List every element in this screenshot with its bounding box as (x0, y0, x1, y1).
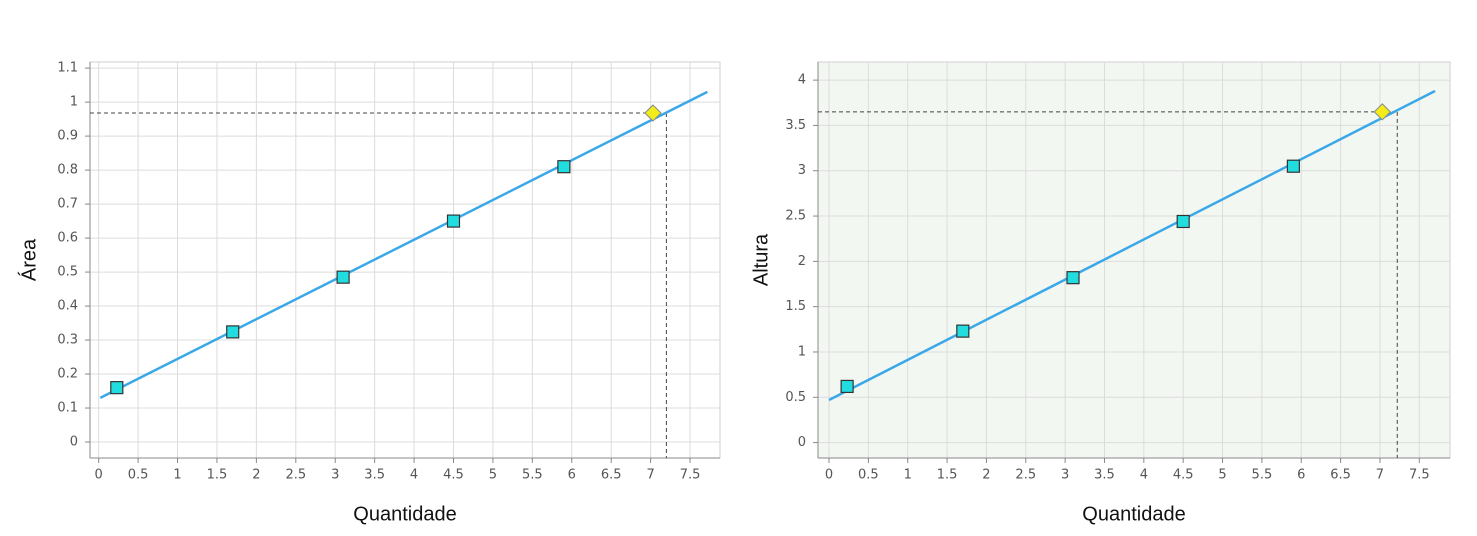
x-axis-label: Quantidade (353, 503, 456, 525)
x-tick-label: 4.5 (1173, 468, 1194, 483)
y-tick-label: 3 (798, 163, 806, 178)
point (557, 160, 571, 174)
point (446, 214, 461, 228)
x-tick-label: 0.5 (858, 468, 879, 483)
point (1176, 214, 1190, 229)
y-tick-label: 0.8 (57, 163, 78, 178)
y-tick-label: 1.5 (785, 299, 806, 314)
fit-line (99, 90, 708, 399)
point (1066, 271, 1080, 285)
y-axis-label: Área (17, 238, 40, 281)
x-axis-label: Quantidade (1082, 503, 1185, 525)
y-tick-label: 2 (798, 254, 806, 269)
plot-area (817, 61, 1451, 459)
y-tick-label: 0.7 (57, 197, 78, 212)
x-tick-label: 6 (1297, 468, 1305, 483)
point (1286, 159, 1300, 173)
point (110, 381, 124, 395)
y-tick-label: 0.5 (785, 390, 806, 405)
x-tick-label: 3.5 (1094, 468, 1115, 483)
y-tick-label: 3.5 (785, 118, 806, 133)
y-tick-label: 2.5 (785, 209, 806, 224)
x-tick-label: 4 (1140, 468, 1148, 483)
x-tick-label: 5 (489, 468, 497, 483)
y-tick-label: 0 (70, 435, 78, 450)
x-tick-label: 5 (1218, 468, 1226, 483)
y-tick-label: 0 (798, 435, 806, 450)
x-tick-label: 7.5 (680, 468, 701, 483)
x-tick-label: 6 (568, 468, 576, 483)
y-tick-label: 1.1 (57, 61, 78, 76)
y-tick-label: 4 (798, 73, 806, 88)
x-tick-label: 0.5 (128, 468, 149, 483)
y-tick-label: 1 (798, 344, 806, 359)
x-tick-label: 1 (904, 468, 912, 483)
y-tick-label: 1 (70, 95, 78, 110)
x-tick-label: 5.5 (1252, 468, 1273, 483)
x-tick-label: 2.5 (285, 468, 306, 483)
y-tick-label: 0.5 (57, 265, 78, 280)
x-tick-label: 6.5 (1330, 468, 1351, 483)
x-tick-label: 1.5 (207, 468, 228, 483)
x-tick-label: 2 (252, 468, 260, 483)
x-tick-label: 3 (1061, 468, 1069, 483)
x-tick-label: 7 (1376, 468, 1384, 483)
y-axis-label: Altura (750, 233, 772, 286)
x-tick-label: 7 (646, 468, 654, 483)
x-tick-label: 7.5 (1409, 468, 1430, 483)
highlight-point (1373, 103, 1392, 121)
y-tick-label: 0.1 (57, 401, 78, 416)
y-tick-label: 0.2 (57, 367, 78, 382)
y-tick-label: 0.9 (57, 129, 78, 144)
x-tick-label: 4.5 (443, 468, 464, 483)
x-tick-label: 0 (95, 468, 103, 483)
highlight-point (644, 104, 662, 122)
point (226, 325, 240, 339)
x-tick-label: 6.5 (601, 468, 622, 483)
x-tick-label: 3 (331, 468, 339, 483)
x-tick-label: 2.5 (1015, 468, 1036, 483)
y-tick-label: 0.6 (57, 231, 78, 246)
x-tick-label: 0 (825, 468, 833, 483)
x-tick-label: 4 (410, 468, 418, 483)
point (956, 324, 970, 338)
x-tick-label: 2 (982, 468, 990, 483)
y-tick-label: 0.3 (57, 333, 78, 348)
plot-area (89, 61, 721, 459)
x-tick-label: 3.5 (364, 468, 385, 483)
x-tick-label: 1.5 (937, 468, 958, 483)
y-tick-label: 0.4 (57, 299, 78, 314)
point (840, 379, 854, 394)
point (336, 270, 350, 284)
fit-line (828, 89, 1436, 402)
x-tick-label: 1 (173, 468, 181, 483)
x-tick-label: 5.5 (522, 468, 543, 483)
